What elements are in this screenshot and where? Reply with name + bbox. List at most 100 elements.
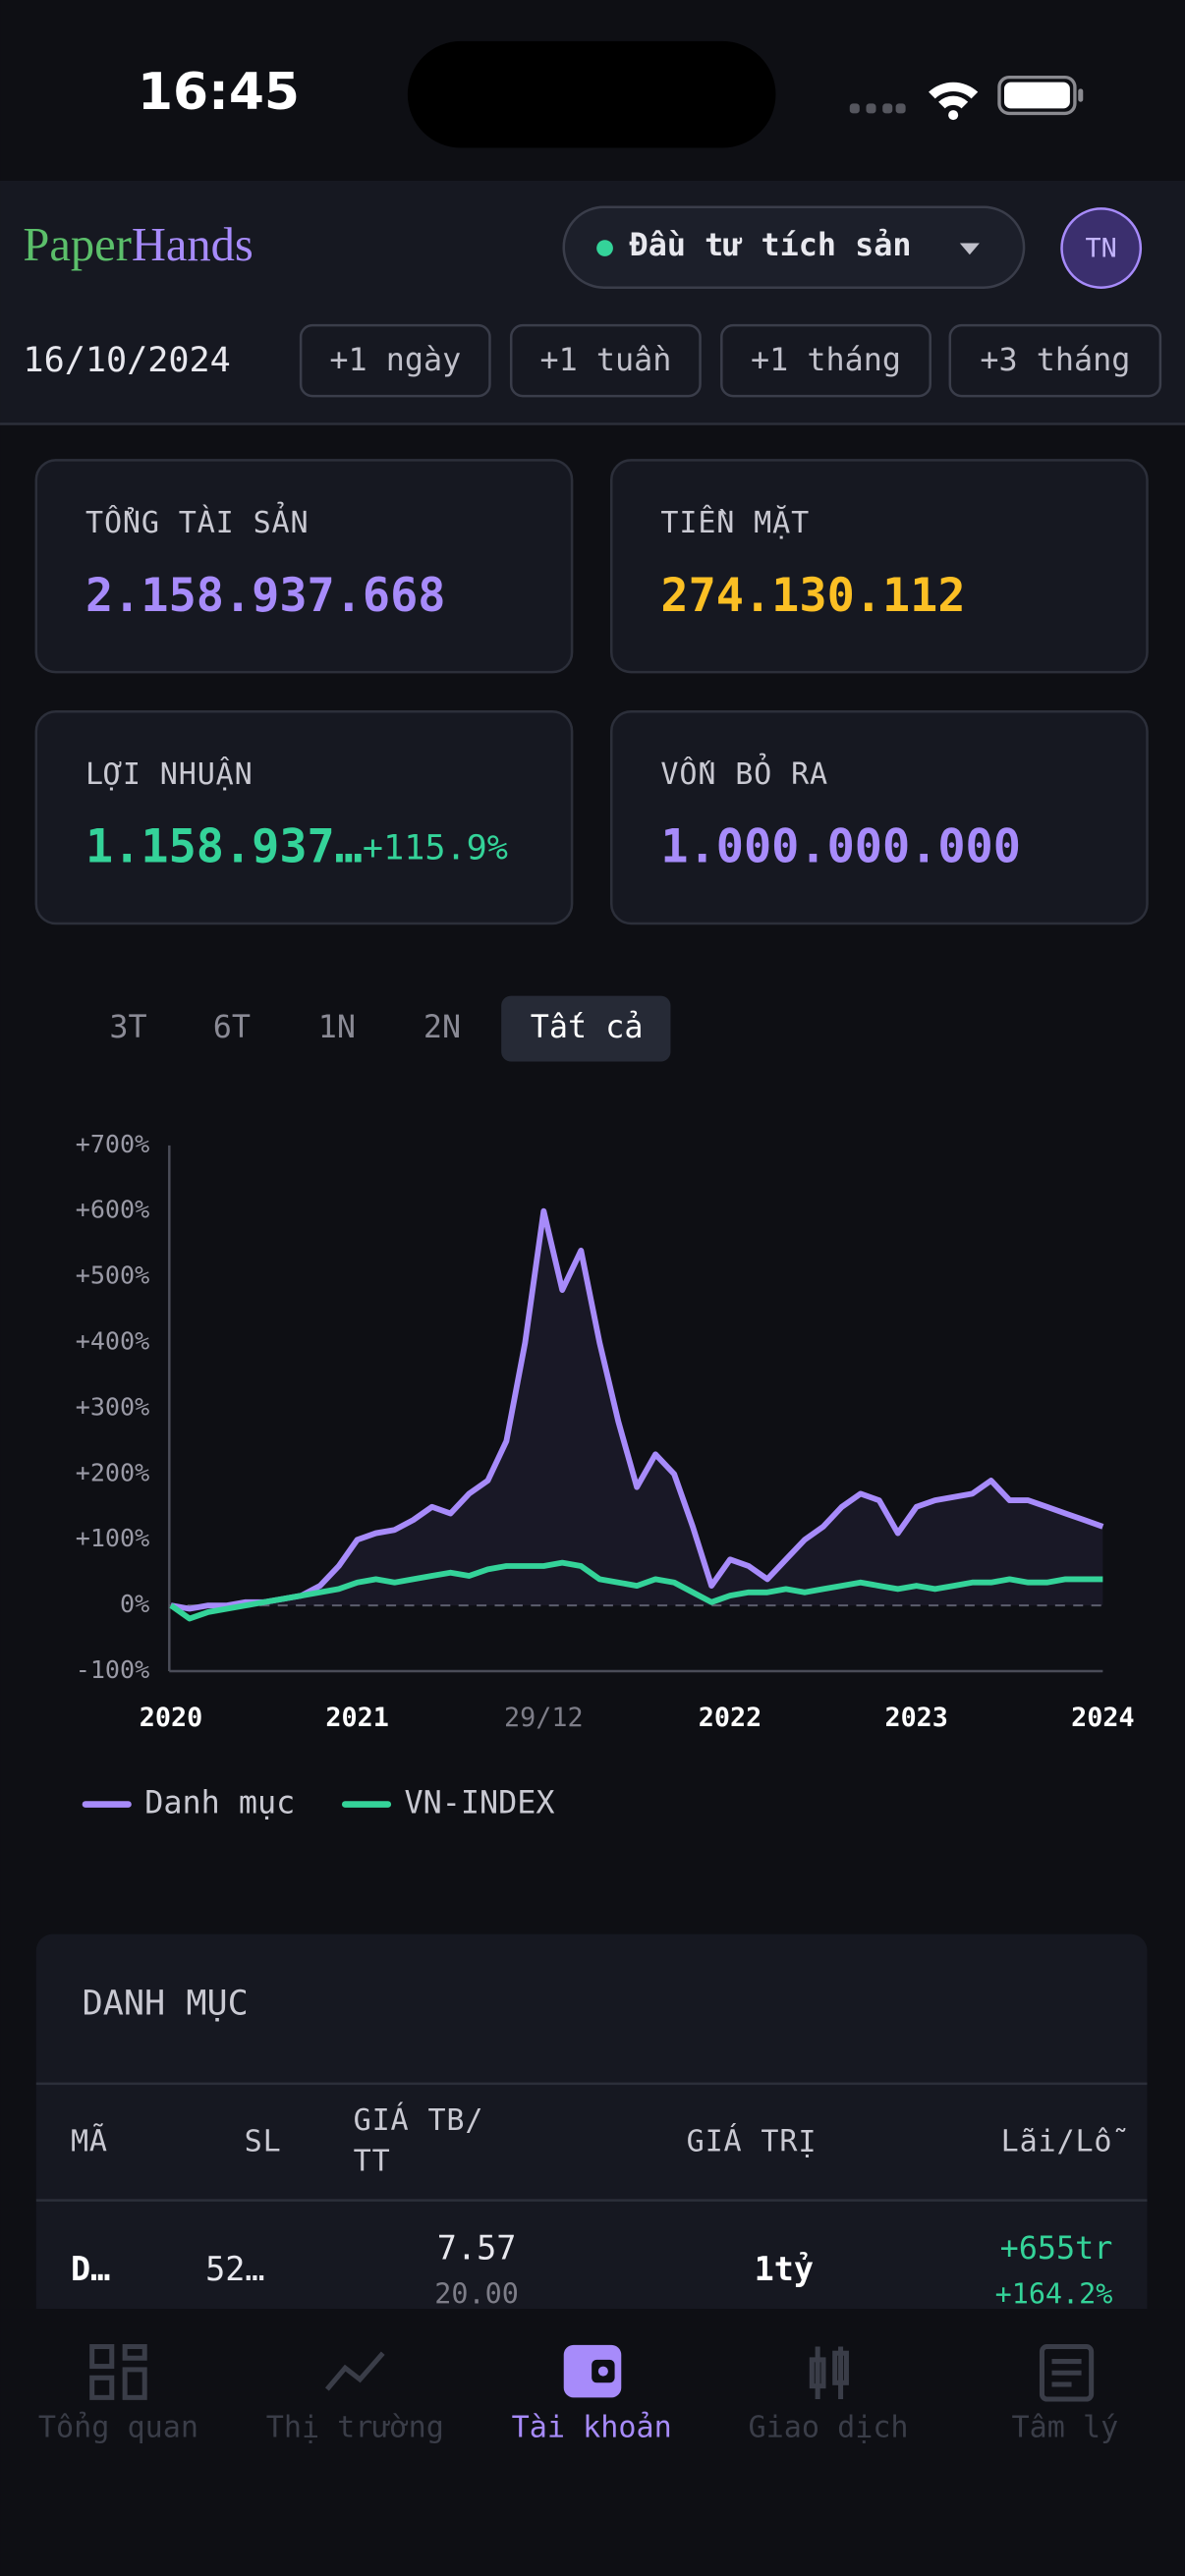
card-value-text: 274.130.112 (660, 569, 965, 622)
brand-first: Paper (23, 219, 131, 271)
active-tab-bg (501, 995, 671, 1062)
icon-psychology (1039, 2343, 1095, 2402)
nav-label[interactable]: Tài khoản (512, 2411, 672, 2445)
card-label: TỔNG TÀI SẢN (85, 502, 309, 540)
nav-label[interactable]: Giao dịch (748, 2411, 908, 2445)
y-tick-label: +300% (76, 1392, 150, 1421)
clock: 16:45 (138, 63, 300, 122)
cell: 1tỷ (755, 2250, 814, 2288)
cell: 20.00 (434, 2278, 519, 2311)
card-value: 1.158.937…+115.9% (85, 820, 508, 873)
icon-overview (89, 2343, 147, 2400)
x-tick-label: 29/12 (504, 1703, 584, 1733)
card-value-text: 2.158.937.668 (85, 569, 446, 622)
date-button-label: +1 ngày (329, 343, 461, 378)
line (169, 1559, 1103, 1622)
icon-account (563, 2344, 622, 2398)
area (170, 1210, 1103, 1609)
date-button[interactable] (948, 323, 1162, 398)
y-tick-label: -100% (76, 1655, 150, 1684)
card-value-text: 1.158.937… (85, 820, 363, 873)
icon-trade (809, 2346, 849, 2400)
chart: -100% 0% +100% +200% +300% +400% +500% +600% +70… (76, 1130, 1135, 1821)
range-tab[interactable]: 3T (109, 1010, 146, 1045)
cell: 7.57 (437, 2228, 517, 2267)
column-header: MÃ (71, 2124, 108, 2159)
column-header: GIÁ TRỊ (687, 2124, 818, 2159)
date-button[interactable] (509, 323, 702, 398)
date-buttons: +1 ngày +1 tuần +1 tháng +3 tháng (299, 323, 1162, 398)
date-button[interactable] (299, 323, 491, 398)
signal-icon (849, 103, 906, 114)
x-tick-label: 2022 (699, 1703, 762, 1733)
card-value: 274.130.112 (660, 569, 965, 622)
nav-labels: Tổng quan Thị trường Tài khoản Giao dịch Tâm… (38, 2411, 1118, 2445)
table-header: MÃ SL GIÁ TB/ TT GIÁ TRỊ Lãi/Lỗ (71, 2102, 1126, 2179)
date-button-label: +3 tháng (980, 343, 1130, 378)
range-tab[interactable]: 6T (213, 1010, 251, 1045)
card-label: VỐN BỎ RA (660, 753, 828, 791)
line (170, 1207, 1104, 1612)
x-tick-label: 2024 (1071, 1703, 1134, 1733)
card-value: 2.158.937.668 (85, 569, 446, 622)
y-tick-label: +500% (76, 1261, 150, 1290)
card (34, 709, 574, 925)
cell: D… (71, 2250, 110, 2288)
x-tick-label: 2023 (884, 1703, 947, 1733)
battery-icon (997, 75, 1084, 116)
holdings-title: DANH MỤC (83, 1984, 249, 2024)
cell: 52… (205, 2250, 264, 2288)
y-tick-label: +200% (76, 1458, 150, 1486)
x-tick-label: 2021 (325, 1703, 388, 1733)
y-tick-label: +100% (76, 1524, 150, 1552)
card-change: +115.9% (363, 828, 508, 868)
range-tab[interactable]: Tất cả (531, 1010, 644, 1045)
column-header: GIÁ TB/ (354, 2102, 484, 2138)
column-header: SL (245, 2125, 282, 2159)
dynamic-island (407, 40, 776, 148)
card-value-text: 1.000.000.000 (660, 820, 1021, 873)
avatar-initials: TN (1086, 234, 1117, 264)
brand: PaperHands (23, 219, 253, 271)
card (609, 459, 1149, 674)
nav-label[interactable]: Thị trường (266, 2411, 444, 2445)
cell: +164.2% (995, 2278, 1113, 2311)
range-tab[interactable]: 2N (423, 1010, 461, 1045)
card (609, 709, 1149, 925)
wifi-icon (929, 82, 979, 121)
status-dot (596, 240, 613, 256)
x-tick-label: 2020 (140, 1703, 202, 1733)
nav-icons (89, 2343, 1095, 2402)
holdings-card (35, 1933, 1148, 2362)
legend-label: Danh mục (144, 1786, 295, 1821)
table-row[interactable]: D… 52… 7.57 20.00 1tỷ +655tr +164.2% (71, 2228, 1112, 2310)
column-header: Lãi/Lỗ (1001, 2125, 1126, 2159)
date-button-label: +1 tháng (751, 343, 901, 378)
dropdown-arrow (959, 243, 980, 255)
portfolio-name: Đầu tư tích sản (630, 228, 912, 263)
y-tick-label: +400% (76, 1327, 150, 1356)
range-tabs: 3T 6T 1N 2N Tất cả (109, 1010, 643, 1045)
icon-market (324, 2351, 385, 2391)
range-tab[interactable]: 1N (318, 1010, 356, 1045)
card-label: LỢI NHUẬN (85, 756, 254, 792)
card-value: 1.000.000.000 (660, 820, 1021, 873)
card-label: TIỀN MẶT (660, 504, 810, 540)
current-date: 16/10/2024 (23, 340, 230, 380)
brand-second: Hands (132, 219, 254, 271)
y-tick-label: +600% (76, 1196, 150, 1224)
cell: +655tr (1000, 2231, 1113, 2267)
date-button[interactable] (720, 323, 931, 398)
portfolio-selector[interactable] (562, 205, 1026, 289)
nav-label[interactable]: Tổng quan (38, 2411, 198, 2445)
card (34, 459, 574, 674)
y-tick-label: +700% (76, 1130, 150, 1158)
nav-label[interactable]: Tâm lý (1012, 2411, 1119, 2445)
y-tick-label: 0% (120, 1590, 149, 1618)
summary-cards: TỔNG TÀI SẢN 2.158.937.668 TIỀN MẶT 274.130… (34, 459, 1149, 925)
column-header: TT (354, 2145, 391, 2179)
date-button-label: +1 tuần (539, 343, 671, 378)
avatar[interactable] (1060, 207, 1143, 289)
